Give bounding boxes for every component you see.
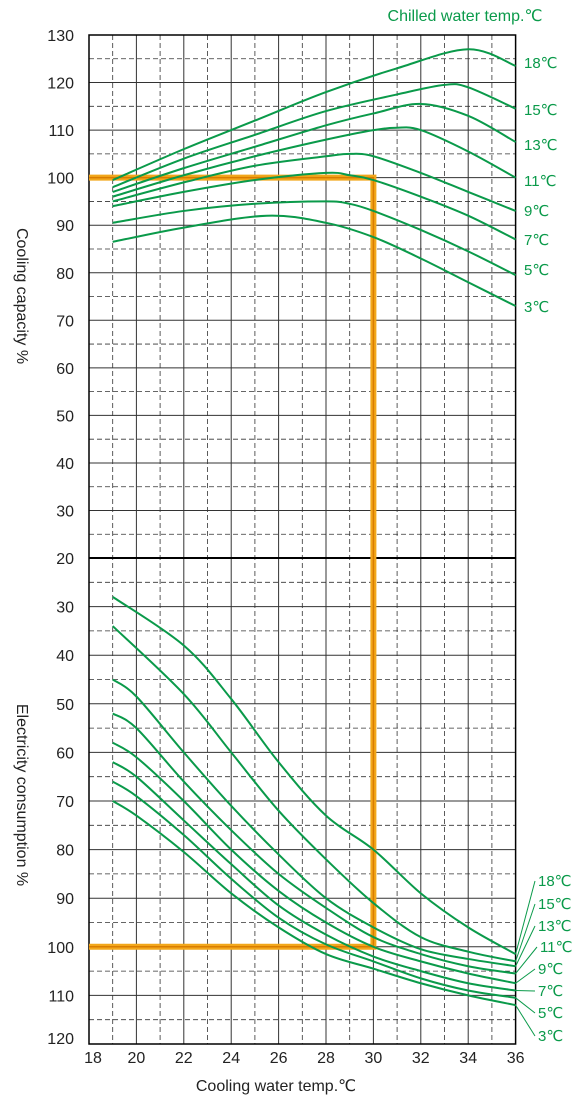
series-line-electricity-11c [112,712,516,975]
series-label-electricity: 9℃ [538,961,563,978]
series-label-electricity: 5℃ [538,1005,563,1022]
y-tick-label-capacity: 130 [47,28,74,45]
y-tick-label-electricity: 120 [47,1031,74,1048]
series-label-electricity: 3℃ [538,1028,563,1045]
highlight-core [89,176,375,948]
y-tick-label-electricity: 40 [56,648,74,665]
y-tick-label-electricity: 80 [56,843,74,860]
series-line-capacity-9c [112,152,516,212]
x-tick-label: 20 [128,1050,146,1067]
series-line-electricity-18c [112,596,517,955]
y-tick-label-capacity: 30 [56,504,74,521]
y-tick-label-electricity: 90 [56,891,74,908]
x-tick-label: 26 [270,1050,288,1067]
reference-marker [89,174,377,950]
y-tick-label-electricity: 30 [56,600,74,617]
series-line-capacity-15c [112,83,517,189]
x-axis-title: Cooling water temp.℃ [196,1078,356,1095]
series-line-electricity-13c [112,678,516,968]
x-tick-label: 30 [365,1050,383,1067]
tick-labels: 30 40 50 60 70 80 90 100 110 120 130 20 30 40 50 60 70 80… [47,28,524,1067]
series-line-capacity-13c [112,102,517,193]
y-tick-label-electricity: 50 [56,697,74,714]
series-label-capacity: 11℃ [524,173,556,190]
x-tick-label: 22 [175,1050,193,1067]
series-line-electricity-9c [112,741,516,985]
x-tick-label: 18 [84,1050,102,1067]
series-line-electricity-15c [112,625,516,963]
y-axis-title-top: Cooling capacity % [13,228,30,364]
x-tick-label: 28 [317,1050,335,1067]
series-label-capacity: 3℃ [524,299,549,316]
y-axis-title-bottom: Electricity consumption % [13,704,30,886]
series-label-capacity: 13℃ [524,137,558,154]
series-leader-line [515,925,536,967]
series-label-capacity: 15℃ [524,102,558,119]
series-label-capacity: 7℃ [524,232,549,249]
series-line-electricity-3c [112,800,516,1007]
series-leader-line [515,946,538,974]
series-label-capacity: 5℃ [524,262,549,279]
series-leader-line [515,997,536,1014]
series-leader-line [515,880,536,955]
series-leader-line [515,903,536,962]
series-label-electricity: 18℃ [538,873,572,890]
plot-frame [88,34,517,1045]
y-tick-label-capacity: 60 [56,361,74,378]
series-leader-line [515,968,536,984]
series-labels: 18℃ 15℃ 13℃ 11℃ 9℃ 7℃ 5℃ 3℃ 18℃ 15℃ 13℃ 11℃ 9℃ 7℃ 5℃ 3℃ [515,55,572,1045]
x-tick-label: 32 [412,1050,430,1067]
y-tick-label-electricity: 60 [56,745,74,762]
series-leader-line [515,1004,536,1037]
series-line-capacity-18c [112,48,516,181]
x-tick-label: 24 [222,1050,240,1067]
y-tick-label-capacity: 120 [47,76,74,93]
legend-title: Chilled water temp.℃ [388,8,543,25]
series-label-electricity: 13℃ [538,918,572,935]
y-tick-label-electricity: 100 [47,940,74,957]
y-tick-label-capacity: 70 [56,313,74,330]
series-line-electricity-7c [112,761,516,992]
series-line-capacity-11c [112,126,517,198]
y-tick-label-capacity: 50 [56,408,74,425]
series-label-capacity: 18℃ [524,55,558,72]
y-tick-label-capacity: 40 [56,456,74,473]
series-line-electricity-5c [112,780,516,999]
y-tick-label-electricity: 110 [48,988,74,1005]
y-tick-label-shared: 20 [56,551,74,568]
y-tick-label-capacity: 110 [48,123,74,140]
y-tick-label-capacity: 90 [56,218,74,235]
x-tick-label: 34 [459,1050,477,1067]
series-line-capacity-5c [112,200,517,277]
y-tick-label-capacity: 80 [56,266,74,283]
y-tick-label-capacity: 100 [47,171,74,188]
series-label-electricity: 11℃ [540,939,572,956]
series-label-electricity: 15℃ [538,896,572,913]
series-label-electricity: 7℃ [538,983,563,1000]
y-tick-label-electricity: 70 [56,794,74,811]
series-line-capacity-3c [112,214,517,307]
series-group [112,48,517,1007]
series-line-capacity-7c [112,171,517,241]
series-label-capacity: 9℃ [524,203,549,220]
x-tick-label: 36 [507,1050,525,1067]
